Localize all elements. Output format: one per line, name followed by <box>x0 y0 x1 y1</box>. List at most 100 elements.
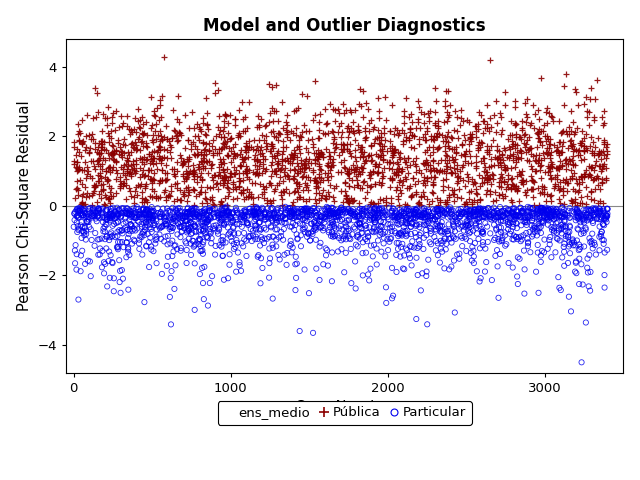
Point <box>406 223 416 230</box>
Point <box>383 158 394 166</box>
Point <box>148 160 159 168</box>
Point <box>91 181 101 189</box>
Point <box>84 192 94 200</box>
Point <box>365 214 375 221</box>
Point <box>488 136 498 144</box>
Point <box>140 209 150 217</box>
Point <box>93 149 104 157</box>
Point <box>372 211 383 219</box>
Point <box>504 218 515 226</box>
Point <box>269 211 279 218</box>
Point <box>69 157 79 165</box>
Point <box>437 213 447 220</box>
Point <box>251 212 261 219</box>
Point <box>86 130 97 138</box>
Point <box>124 286 134 293</box>
Point <box>296 231 306 239</box>
Point <box>461 208 472 216</box>
Point <box>255 146 266 154</box>
Point <box>244 192 254 199</box>
Point <box>79 207 90 215</box>
Point <box>404 211 415 219</box>
Point <box>570 268 580 276</box>
Point <box>435 211 445 218</box>
Point <box>463 221 473 229</box>
Point <box>108 150 118 157</box>
Point <box>553 210 563 217</box>
Point <box>442 165 452 173</box>
Point <box>177 223 187 231</box>
Point <box>479 212 489 220</box>
Point <box>246 193 256 201</box>
Point <box>329 133 339 141</box>
Point <box>186 145 196 153</box>
Point <box>273 164 283 171</box>
Point <box>513 212 523 220</box>
Point <box>405 161 415 169</box>
Point <box>579 229 589 237</box>
Point <box>93 236 103 243</box>
Point <box>381 198 391 206</box>
Point <box>554 212 564 219</box>
Point <box>207 136 218 144</box>
Point <box>123 210 133 218</box>
Point <box>109 147 120 155</box>
Point <box>83 218 93 226</box>
Point <box>280 215 291 223</box>
Point <box>371 160 381 168</box>
Point <box>70 210 80 218</box>
Point <box>139 210 149 218</box>
Point <box>422 213 433 220</box>
Point <box>420 213 430 221</box>
Point <box>596 230 606 238</box>
Point <box>554 149 564 157</box>
Point <box>579 155 589 163</box>
Point <box>415 213 425 220</box>
Point <box>570 128 580 136</box>
Point <box>558 127 568 135</box>
Point <box>123 245 133 253</box>
Point <box>454 185 465 192</box>
Point <box>336 237 346 244</box>
Point <box>391 187 401 194</box>
Point <box>169 285 179 293</box>
Point <box>261 226 271 233</box>
Point <box>207 272 217 280</box>
Point <box>595 213 605 221</box>
Point <box>182 136 193 144</box>
Point <box>459 201 469 208</box>
Point <box>570 161 580 168</box>
Point <box>303 207 313 215</box>
Point <box>175 207 185 215</box>
Point <box>310 207 320 215</box>
Point <box>141 206 151 214</box>
Point <box>596 162 607 169</box>
Point <box>107 214 117 222</box>
Point <box>117 122 127 130</box>
Point <box>263 220 273 228</box>
Point <box>143 208 153 216</box>
Point <box>122 209 132 217</box>
Point <box>324 207 335 215</box>
Point <box>113 207 124 215</box>
Point <box>135 173 145 180</box>
Point <box>534 215 544 223</box>
Point <box>586 212 596 220</box>
Point <box>175 233 186 241</box>
Point <box>528 230 538 238</box>
Point <box>357 168 367 175</box>
Point <box>118 140 128 148</box>
Point <box>100 228 110 236</box>
Point <box>131 128 141 135</box>
Point <box>177 161 187 168</box>
Point <box>286 207 296 215</box>
Point <box>266 197 276 205</box>
Point <box>393 221 403 228</box>
Point <box>77 137 88 145</box>
Point <box>520 99 530 107</box>
Point <box>294 165 305 173</box>
Point <box>441 240 451 248</box>
Point <box>387 153 397 161</box>
Point <box>207 173 217 181</box>
Point <box>255 150 266 157</box>
